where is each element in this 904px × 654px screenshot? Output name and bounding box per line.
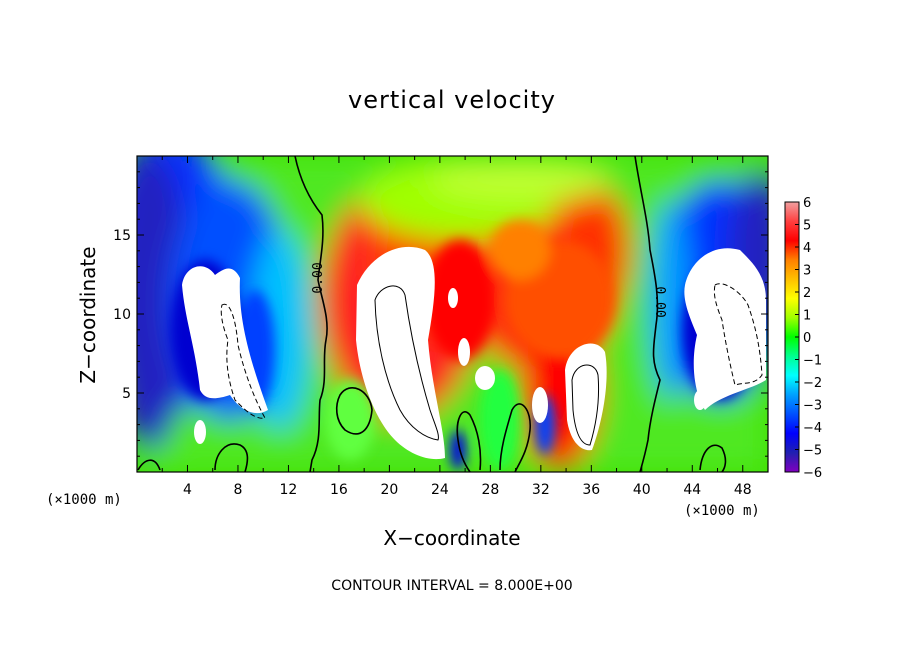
contour-label-left: 0.00 xyxy=(311,262,326,293)
x-tick-label: 44 xyxy=(683,482,701,498)
downdraft-contours xyxy=(220,283,763,419)
y-axis-ticks: 5 10 15 xyxy=(113,171,768,457)
chart-title: vertical velocity xyxy=(348,86,556,114)
y-tick-label: 15 xyxy=(113,228,131,244)
colorbar-tick-label: 5 xyxy=(803,219,811,234)
x-axis-label: X−coordinate xyxy=(383,526,521,550)
colorbar-tick-label: 2 xyxy=(803,286,811,301)
updraft-contours xyxy=(374,285,599,446)
x-tick-label: 48 xyxy=(734,482,752,498)
x-tick-label: 28 xyxy=(481,482,499,498)
x-tick-label: 4 xyxy=(183,482,192,498)
colorbar-tick-label: −3 xyxy=(803,399,822,414)
x-tick-label: 20 xyxy=(380,482,398,498)
colorbar-tick-label: −2 xyxy=(803,376,822,391)
y-tick-label: 5 xyxy=(122,386,131,402)
velocity-field xyxy=(137,156,768,472)
zero-contours xyxy=(137,156,727,472)
colorbar-tick-label: −1 xyxy=(803,354,822,369)
downdraft-core-left xyxy=(182,266,268,414)
updraft-core-main xyxy=(356,246,445,460)
contour-label-right: 0.00 xyxy=(652,286,667,317)
colorbar: 6 5 4 3 2 1 0 −1 −2 −3 −4 −5 −6 xyxy=(784,196,822,481)
x-tick-label: 40 xyxy=(633,482,651,498)
x-tick-label: 12 xyxy=(280,482,298,498)
colorbar-tick-label: 6 xyxy=(803,196,811,211)
contour-interval-note: CONTOUR INTERVAL = 8.000E+00 xyxy=(331,578,573,594)
y-tick-label: 10 xyxy=(113,307,131,323)
downdraft-core-right xyxy=(684,248,766,410)
x-unit-label-left: (×1000 m) xyxy=(46,492,122,508)
colorbar-tick-label: −6 xyxy=(803,466,822,481)
x-unit-label-right: (×1000 m) xyxy=(684,503,760,519)
x-tick-label: 8 xyxy=(233,482,242,498)
x-tick-label: 24 xyxy=(431,482,449,498)
x-tick-label: 16 xyxy=(330,482,348,498)
colorbar-tick-label: 4 xyxy=(803,241,811,256)
colorbar-tick-label: −4 xyxy=(803,421,822,436)
colorbar-tick-label: 1 xyxy=(803,309,811,324)
colorbar-tick-label: 0 xyxy=(803,331,811,346)
colorbar-tick-label: −5 xyxy=(803,444,822,459)
x-axis-ticks: 4 8 12 16 20 24 28 32 36 40 44 48 xyxy=(161,156,752,498)
colorbar-tick-label: 3 xyxy=(803,264,811,279)
x-tick-label: 36 xyxy=(582,482,600,498)
x-tick-label: 32 xyxy=(532,482,550,498)
